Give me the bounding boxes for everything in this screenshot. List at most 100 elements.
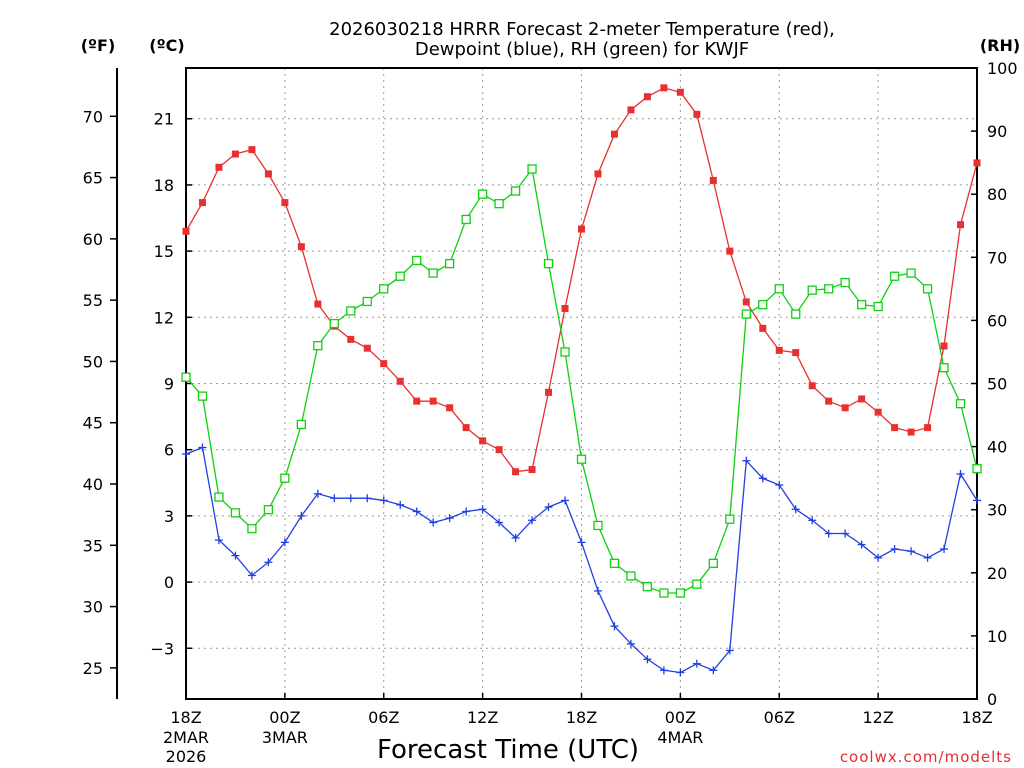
dewpoint-point: [280, 538, 289, 547]
temperature-point: [726, 247, 734, 255]
rh-point: [379, 284, 389, 294]
dewpoint-point: [956, 469, 965, 478]
temperature-point: [940, 342, 948, 350]
temperature-point: [627, 106, 635, 114]
x-axis-title: Forecast Time (UTC): [377, 735, 639, 765]
rh-point: [708, 558, 718, 568]
rh-point: [362, 296, 372, 307]
temperature-point: [297, 243, 305, 251]
rh-point: [197, 391, 208, 401]
dewpoint-point: [561, 496, 570, 505]
dewpoint-point: [379, 496, 388, 505]
temperature-point: [231, 150, 239, 158]
rh-point: [939, 363, 949, 373]
rh-tick-label: 40: [987, 438, 1007, 457]
rh-point: [230, 508, 241, 518]
rh-point: [214, 492, 224, 502]
rh-point: [510, 186, 521, 196]
temperature-point: [924, 424, 932, 432]
temperature-point: [528, 466, 536, 474]
dewpoint-point: [528, 516, 537, 525]
dewpoint-point: [775, 480, 784, 489]
rh-point: [873, 301, 883, 312]
rh-unit-label: (RH): [980, 36, 1020, 55]
dewpoint-point: [396, 500, 405, 509]
rh-point: [576, 454, 587, 464]
series-layer: [181, 84, 982, 677]
x-tick-label: 00Z: [665, 708, 696, 727]
x-tick-label: 12Z: [862, 708, 893, 727]
dewpoint-point: [857, 540, 866, 549]
temperature-point: [182, 227, 190, 235]
rh-point: [642, 582, 653, 592]
dewpoint-point: [676, 668, 685, 677]
x-tick-label: 00Z: [269, 708, 300, 727]
celsius-tick-label: 3: [164, 507, 174, 526]
dewpoint-point: [214, 536, 223, 545]
dewpoint-point: [412, 507, 421, 516]
dewpoint-point: [231, 551, 240, 560]
dewpoint-point: [643, 655, 652, 664]
dewpoint-point: [495, 518, 504, 527]
temperature-point: [775, 346, 783, 354]
temperature-point: [973, 159, 981, 167]
dewpoint-point: [346, 494, 355, 503]
temperature-point: [759, 324, 767, 332]
temperature-point: [792, 349, 800, 357]
temperature-point: [479, 437, 487, 445]
temperature-point: [594, 170, 602, 178]
temperature-point: [545, 388, 553, 396]
dewpoint-point: [544, 503, 553, 512]
temperature-point: [874, 408, 882, 416]
rh-point: [824, 284, 834, 294]
temperature-point: [413, 397, 421, 405]
x-tick-label: 06Z: [764, 708, 795, 727]
fahrenheit-tick-label: 45: [83, 414, 103, 433]
rh-point: [313, 340, 323, 351]
temperature-point: [742, 298, 750, 306]
temperature-point: [380, 360, 388, 368]
dewpoint-point: [758, 474, 767, 483]
dewpoint-point: [890, 544, 899, 553]
dewpoint-point: [363, 494, 372, 503]
dewpoint-point: [626, 639, 635, 648]
dewpoint-point: [874, 553, 883, 562]
dewpoint-point: [824, 529, 833, 538]
temperature-point: [676, 88, 684, 96]
dewpoint-point: [725, 646, 734, 655]
rh-point: [494, 199, 504, 209]
rh-point: [741, 309, 751, 319]
celsius-tick-label: 6: [164, 441, 174, 460]
rh-tick-label: 80: [987, 185, 1007, 204]
dewpoint-point: [297, 511, 306, 520]
fahrenheit-tick-label: 30: [83, 598, 103, 617]
dewpoint-point: [973, 496, 981, 505]
rh-point: [445, 258, 455, 269]
dewpoint-point: [429, 518, 438, 527]
rh-tick-label: 0: [987, 690, 997, 709]
rh-point: [840, 277, 850, 288]
temperature-point: [825, 397, 833, 405]
rh-point: [922, 284, 933, 294]
celsius-tick-label: 9: [164, 375, 174, 394]
rh-point: [527, 164, 537, 174]
rh-point: [395, 271, 405, 281]
rh-point: [346, 306, 356, 316]
celsius-unit-label: (ºC): [149, 36, 184, 55]
fahrenheit-unit-label: (ºF): [81, 36, 116, 55]
axes: [110, 67, 978, 700]
temperature-point: [495, 446, 503, 454]
temperature-point: [561, 304, 569, 312]
rh-point: [329, 318, 339, 329]
rh-point: [955, 399, 966, 409]
x-date-label: 2MAR: [163, 728, 209, 747]
temperature-point: [643, 93, 651, 101]
dewpoint-point: [742, 456, 751, 465]
axis-labels: 25 30 35 40 45 50 55 60 65 70 −3 0 3 6 9 12 15 18 21 0 10 20 3…: [83, 59, 1018, 766]
rh-point: [889, 271, 900, 281]
rh-tick-label: 60: [987, 311, 1007, 330]
temperature-point: [610, 130, 618, 138]
temperature-point: [957, 221, 965, 229]
fahrenheit-tick-label: 35: [83, 536, 103, 555]
